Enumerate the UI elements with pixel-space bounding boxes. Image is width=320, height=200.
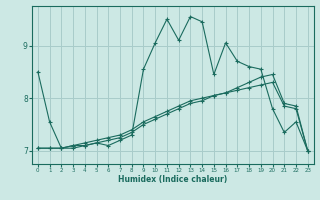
X-axis label: Humidex (Indice chaleur): Humidex (Indice chaleur) (118, 175, 228, 184)
